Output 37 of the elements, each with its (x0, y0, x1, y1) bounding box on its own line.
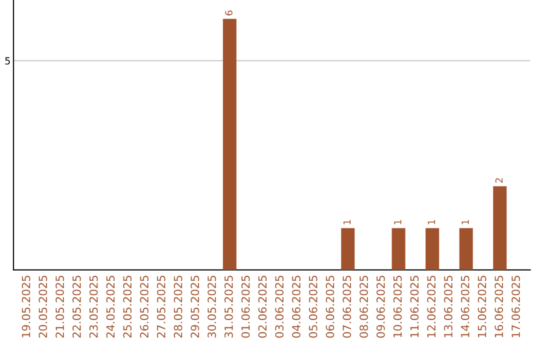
x-tick-label: 14.06.2025 (460, 276, 470, 338)
x-tick-label: 17.06.2025 (512, 276, 520, 338)
x-tick-label: 16.06.2025 (494, 276, 504, 338)
x-tick-label: 27.05.2025 (156, 276, 166, 338)
x-tick-label: 03.06.2025 (275, 276, 284, 338)
x-tick-label: 08.06.2025 (360, 276, 368, 338)
data-label: 1 (462, 220, 469, 224)
x-tick-label: 12.06.2025 (427, 276, 436, 338)
x-tick-label: 30.05.2025 (208, 276, 216, 338)
data-label: 1 (394, 220, 402, 224)
x-tick-label: 20.05.2025 (38, 276, 48, 338)
x-tick-label: 19.05.2025 (22, 276, 30, 338)
x-tick-label: 13.06.2025 (444, 276, 452, 338)
x-tick-label: 28.05.2025 (174, 276, 182, 338)
x-tick-label: 26.05.2025 (140, 276, 148, 338)
data-label: 1 (428, 220, 436, 224)
x-tick-label: 23.05.2025 (89, 276, 98, 338)
x-tick-label: 31.05.2025 (224, 276, 233, 338)
data-label: 6 (225, 10, 232, 16)
x-tick-label: 15.06.2025 (478, 276, 486, 338)
x-tick-label: 07.06.2025 (342, 276, 352, 338)
x-tick-label: 22.05.2025 (72, 276, 81, 338)
x-tick-label: 11.06.2025 (410, 276, 419, 338)
x-tick-label: 25.05.2025 (123, 276, 132, 338)
x-tick-label: 02.06.2025 (258, 276, 267, 338)
x-tick-label: 29.05.2025 (190, 276, 200, 338)
data-label: 1 (343, 220, 351, 224)
data-label: 2 (495, 178, 503, 183)
x-tick-label: 04.06.2025 (292, 276, 300, 338)
x-tick-label: 09.06.2025 (376, 276, 385, 338)
x-tick-label: 05.06.2025 (308, 276, 318, 338)
x-tick-label: 24.05.2025 (106, 276, 115, 338)
x-tick-label: 01.06.2025 (241, 276, 250, 338)
x-tick-label: 06.06.2025 (326, 276, 334, 338)
x-tick-label: 10.06.2025 (393, 276, 402, 338)
x-tick-label: 21.05.2025 (56, 276, 64, 338)
y-tick-label: 5 (5, 57, 10, 65)
